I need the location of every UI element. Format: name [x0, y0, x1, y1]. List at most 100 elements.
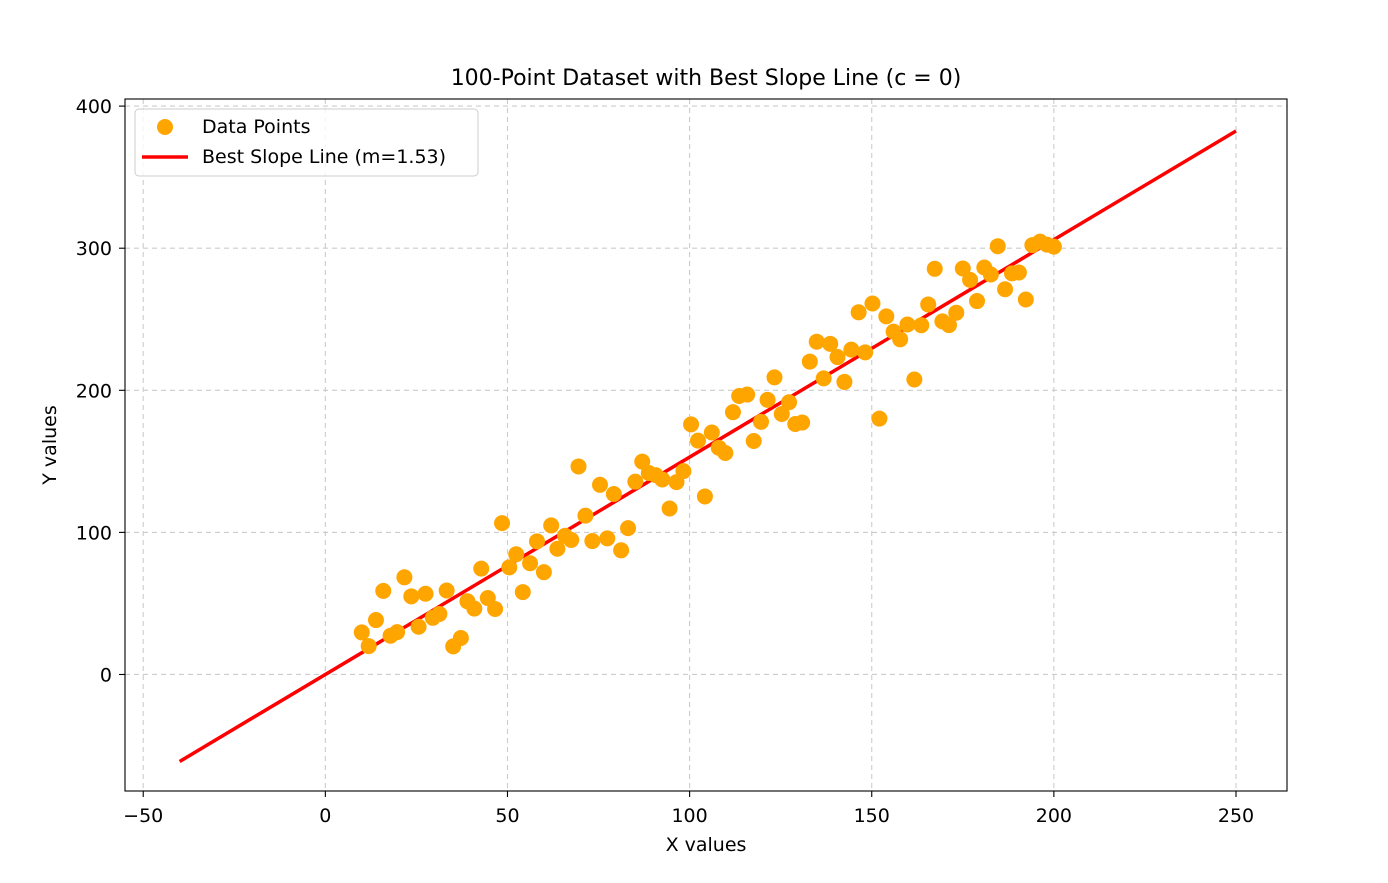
data-point	[654, 471, 671, 488]
data-point	[535, 564, 552, 581]
data-point	[808, 333, 825, 350]
data-point	[438, 582, 455, 599]
data-point	[549, 540, 566, 557]
data-point	[696, 488, 713, 505]
data-point	[745, 433, 762, 450]
data-point	[522, 555, 539, 572]
legend-label-best-slope: Best Slope Line (m=1.53)	[202, 146, 446, 168]
data-point	[857, 344, 874, 361]
x-tick-label: 200	[1036, 805, 1072, 827]
x-tick-label: 50	[495, 805, 519, 827]
data-point	[899, 316, 916, 333]
data-point	[969, 293, 986, 310]
data-point	[794, 414, 811, 431]
data-point	[997, 281, 1014, 298]
data-point	[683, 416, 700, 433]
y-axis-label: Y values	[39, 405, 61, 485]
data-point	[954, 260, 971, 277]
data-point	[1010, 264, 1027, 281]
x-tick-label: 150	[854, 805, 890, 827]
data-point	[926, 260, 943, 277]
data-point	[962, 271, 979, 288]
best-slope-line-layer	[178, 129, 1237, 763]
data-point	[591, 476, 608, 493]
data-point	[703, 424, 720, 441]
x-tick-label: 0	[319, 805, 331, 827]
data-point	[563, 531, 580, 548]
y-tick-label: 0	[100, 664, 112, 686]
data-point	[452, 629, 469, 646]
plot-frame	[124, 98, 1288, 792]
data-point	[717, 444, 734, 461]
data-point	[829, 349, 846, 366]
data-point	[948, 304, 965, 321]
data-point	[543, 517, 560, 534]
data-point	[403, 588, 420, 605]
chart-title: 100-Point Dataset with Best Slope Line (…	[451, 66, 962, 91]
data-point	[920, 296, 937, 313]
data-point	[850, 304, 867, 321]
data-point	[766, 369, 783, 386]
data-point	[940, 317, 957, 334]
data-point	[570, 458, 587, 475]
data-point	[613, 542, 630, 559]
data-point	[417, 585, 434, 602]
y-tick-label: 200	[76, 380, 112, 402]
data-point	[1045, 238, 1062, 255]
data-point	[989, 238, 1006, 255]
data-point	[396, 569, 413, 586]
data-point	[892, 331, 909, 348]
data-point	[466, 600, 483, 617]
data-point	[878, 308, 895, 325]
legend-box	[134, 108, 479, 177]
data-point	[577, 507, 594, 524]
data-point	[661, 500, 678, 517]
data-point	[627, 473, 644, 490]
data-points-layer	[353, 233, 1062, 655]
y-tick-label: 100	[76, 522, 112, 544]
x-tick-label: 100	[671, 805, 707, 827]
y-tick-label: 300	[76, 238, 112, 260]
data-point	[599, 530, 616, 547]
grid	[125, 99, 1287, 791]
x-axis-label: X values	[666, 834, 747, 856]
data-point	[620, 520, 637, 537]
data-point	[473, 560, 490, 577]
best-slope-line	[178, 129, 1237, 763]
data-point	[781, 394, 798, 411]
data-point	[843, 341, 860, 358]
data-point	[906, 371, 923, 388]
y-axis-ticks: 0 100 200 300 400	[76, 96, 125, 686]
data-point	[528, 533, 545, 550]
data-point	[501, 559, 518, 576]
legend: Data Points Best Slope Line (m=1.53)	[134, 108, 479, 177]
data-point	[724, 404, 741, 421]
data-point	[1017, 291, 1034, 308]
data-point	[675, 463, 692, 480]
data-point	[410, 618, 427, 635]
legend-label-data-points: Data Points	[202, 116, 310, 138]
data-point	[494, 515, 511, 532]
data-point	[815, 370, 832, 387]
data-point	[982, 266, 999, 283]
data-point	[759, 391, 776, 408]
legend-marker-data-points	[157, 119, 173, 135]
data-point	[836, 373, 853, 390]
x-axis-ticks: −50 0 50 100 150 200 250	[123, 791, 1254, 827]
x-tick-label: −50	[123, 805, 163, 827]
data-point	[822, 335, 839, 352]
data-point	[871, 410, 888, 427]
data-point	[487, 600, 504, 617]
data-point	[508, 546, 525, 563]
data-point	[801, 353, 818, 370]
data-point	[864, 295, 881, 312]
data-point	[584, 533, 601, 550]
data-point	[689, 432, 706, 449]
data-point	[360, 638, 377, 655]
data-point	[913, 317, 930, 334]
data-point	[367, 612, 384, 629]
y-tick-label: 400	[76, 96, 112, 118]
data-point	[375, 582, 392, 599]
data-point	[353, 624, 370, 641]
